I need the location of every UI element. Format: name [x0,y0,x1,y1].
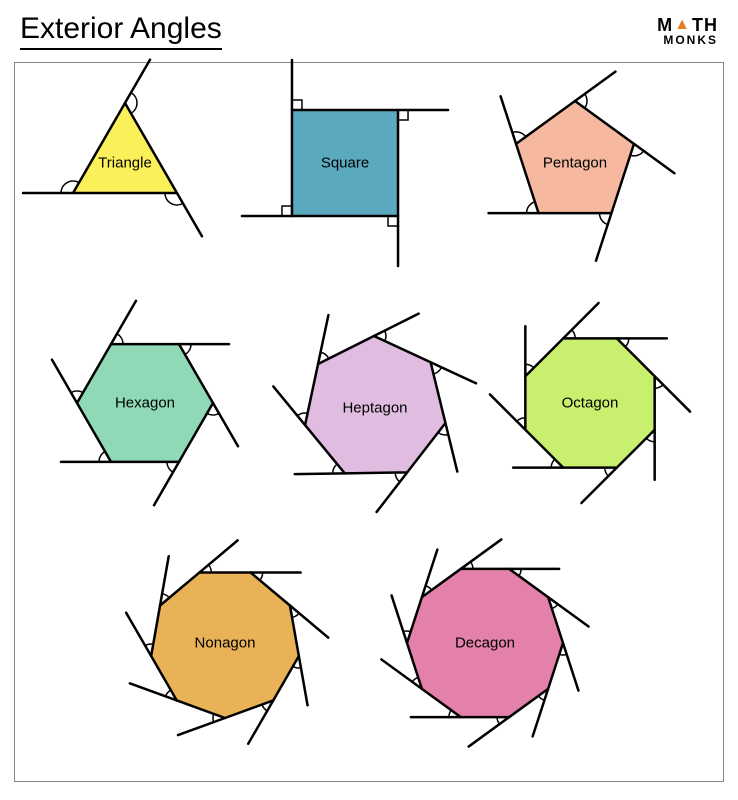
page-title: Exterior Angles [20,12,222,50]
header: Exterior Angles M ▲ TH MONKS [0,0,738,56]
hexagon-label: Hexagon [115,395,175,412]
pentagon-label: Pentagon [543,155,607,172]
diagram-frame: Triangle Square Pentagon Hexagon Heptagon Oct… [14,62,724,782]
logo-text-th: TH [692,16,718,34]
square-label: Square [321,155,369,172]
decagon-label: Decagon [455,635,515,652]
triangle-label: Triangle [98,155,152,172]
logo-text-monks: MONKS [663,34,718,46]
heptagon-label: Heptagon [342,400,407,417]
logo: M ▲ TH MONKS [657,16,718,46]
triangle-shape [23,60,202,237]
octagon-label: Octagon [562,395,619,412]
triangle-icon: ▲ [674,17,691,33]
nonagon-label: Nonagon [195,635,256,652]
logo-text-m: M [657,16,673,34]
